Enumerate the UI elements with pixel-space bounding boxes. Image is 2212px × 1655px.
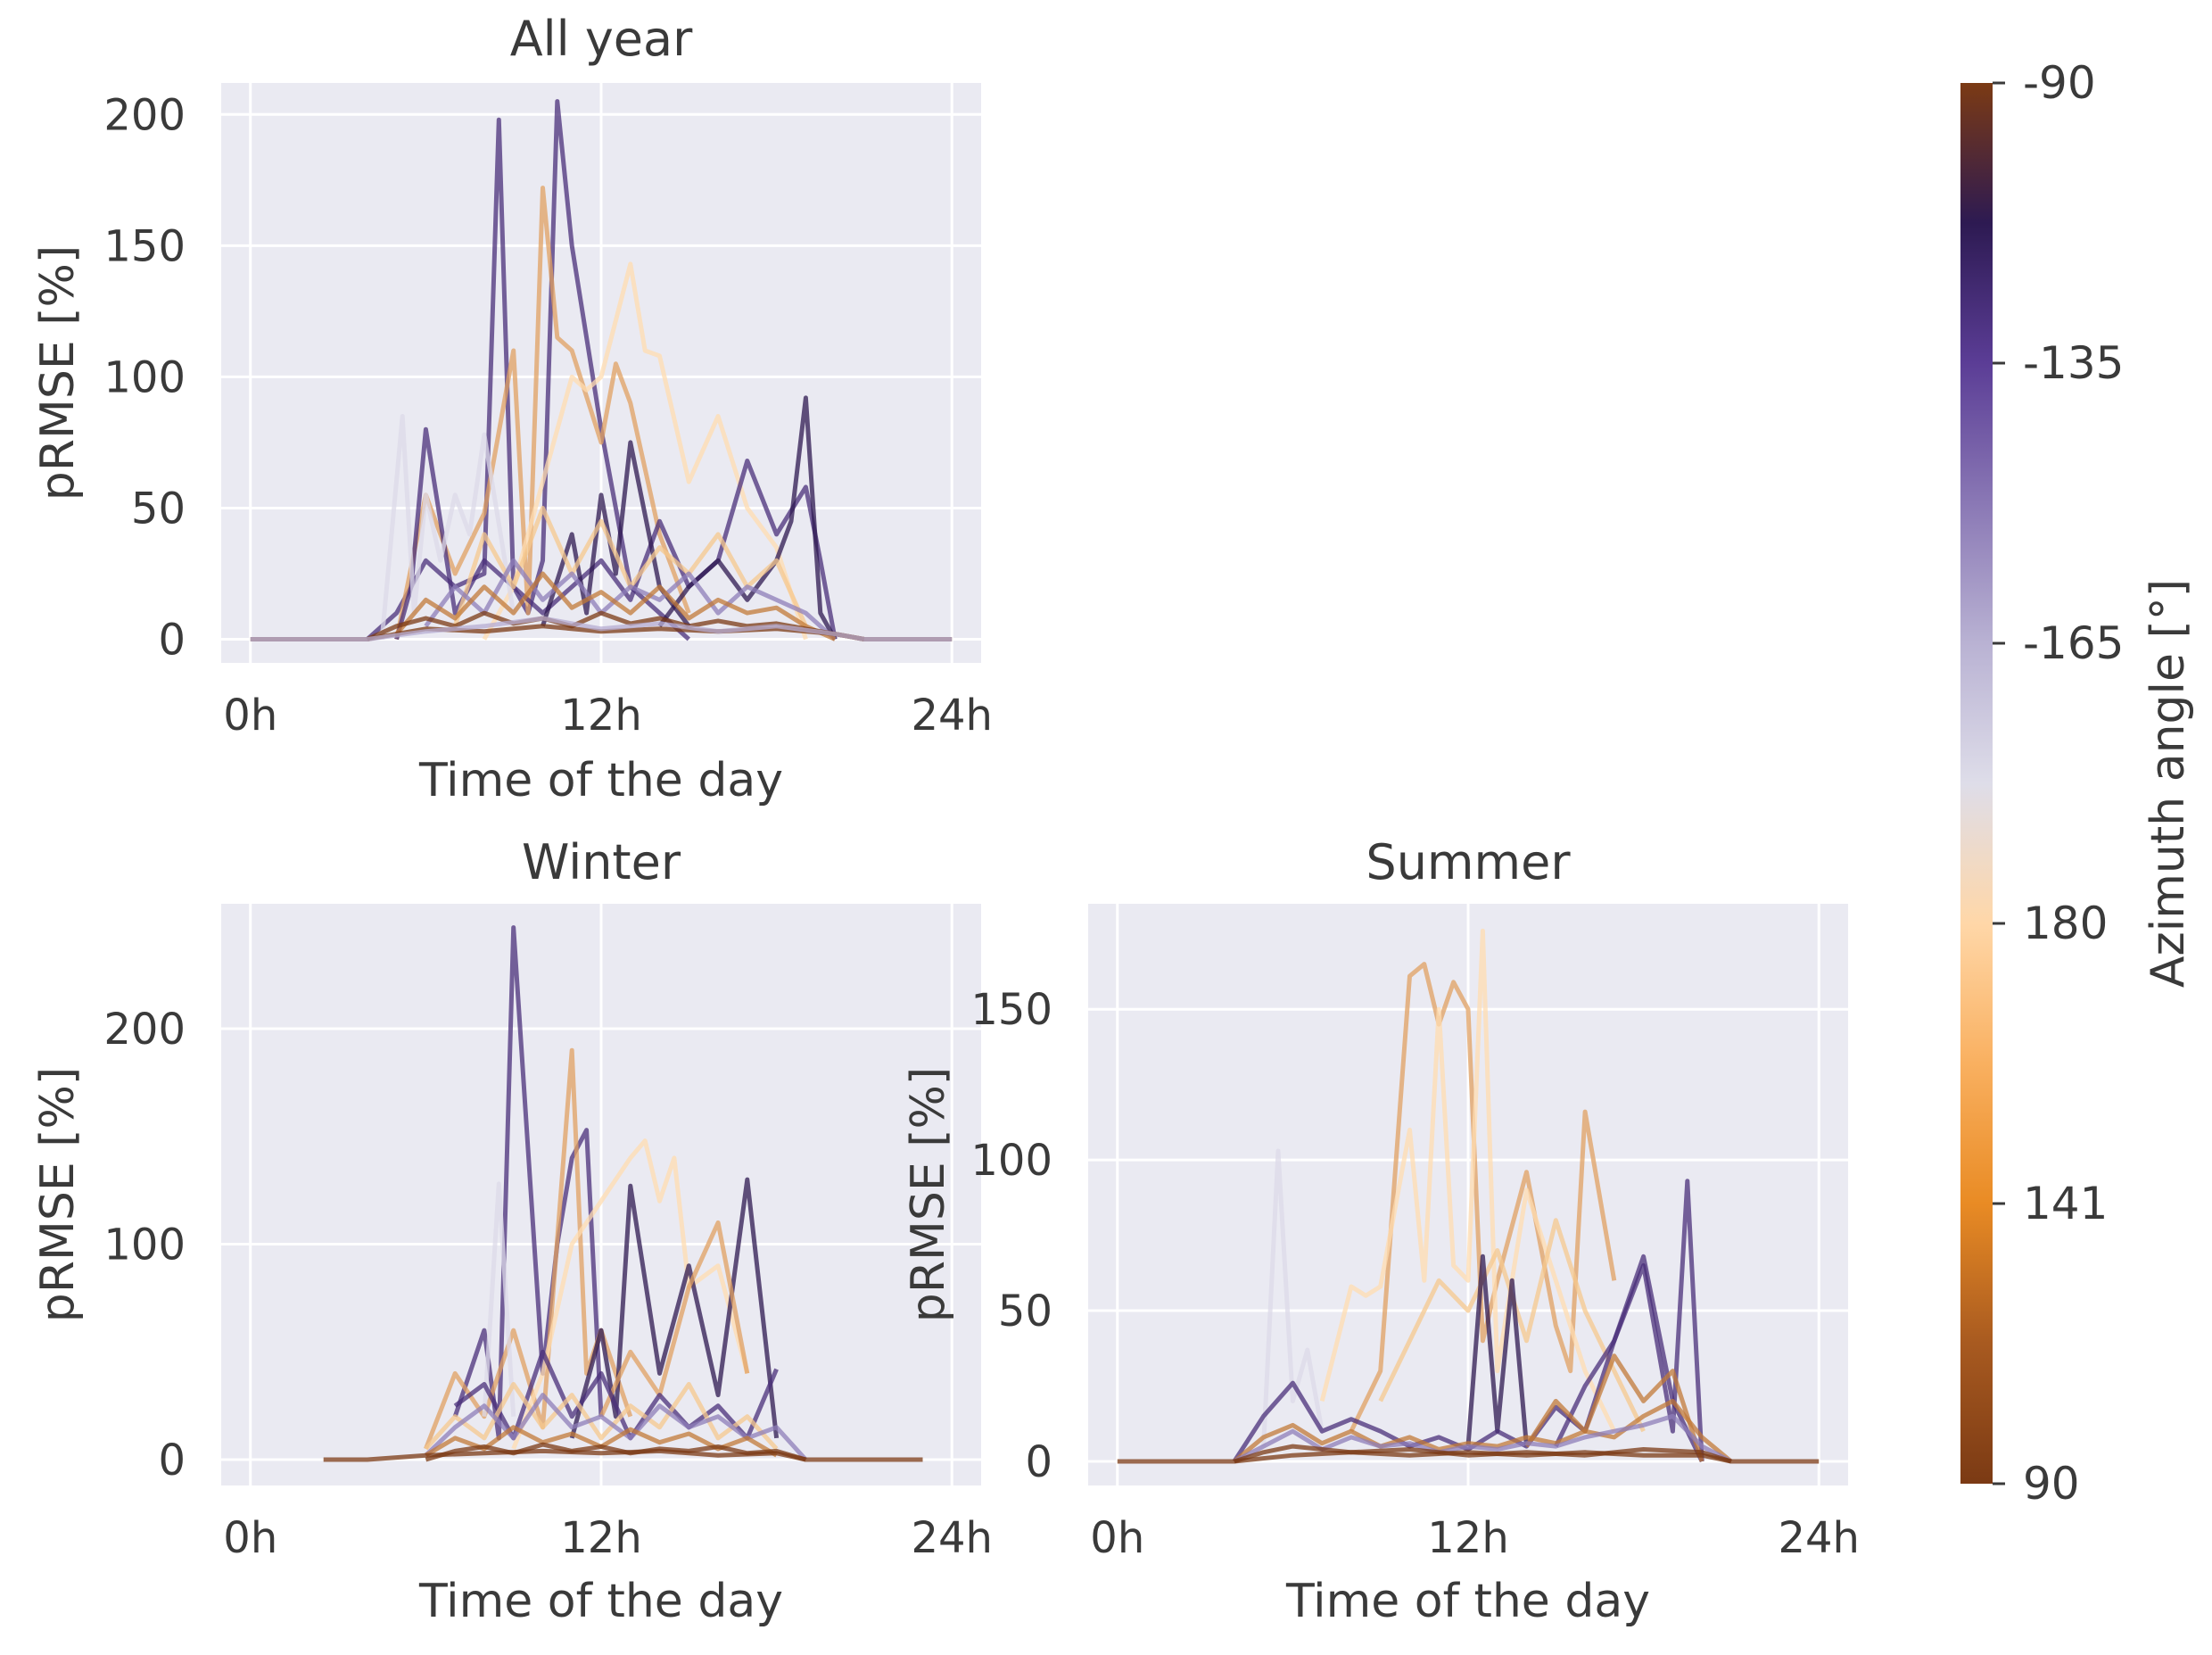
y-axis-label: pRMSE [%] <box>902 1067 955 1322</box>
colorbar-ticks: -90 -135 -165 180 141 90 <box>1993 57 2124 1510</box>
colorbar-tick-label: 180 <box>2023 898 2108 949</box>
y-tick-label: 150 <box>970 985 1052 1035</box>
series-line <box>511 1138 750 1450</box>
series-line <box>569 1177 780 1439</box>
colorbar: -90 -135 -165 180 141 90 Azimuth angle [°] <box>1960 57 2195 1510</box>
series-line <box>1261 1148 1325 1447</box>
series-group <box>323 925 923 1462</box>
series-line <box>1234 1444 1732 1464</box>
series-line <box>424 1382 779 1451</box>
x-axis-label: Time of the day <box>418 754 783 807</box>
series-line <box>482 1181 516 1417</box>
series-line <box>394 426 838 641</box>
y-tick-label: 200 <box>103 90 186 140</box>
y-tick-label: 100 <box>970 1136 1052 1186</box>
panel-title: Summer <box>1366 834 1571 890</box>
series-line <box>379 414 516 640</box>
series-line <box>1349 962 1617 1433</box>
colorbar-tick-label: -165 <box>2023 617 2124 669</box>
x-tick-label: 0h <box>1090 1513 1144 1563</box>
colorbar-tick-label: 141 <box>2023 1178 2108 1229</box>
y-axis-label: pRMSE [%] <box>31 1067 85 1322</box>
y-tick-label: 0 <box>158 1436 186 1485</box>
series-line <box>1117 1450 1820 1464</box>
series-line <box>394 186 691 640</box>
colorbar-tick-label: -135 <box>2023 337 2124 389</box>
y-tick-label: 150 <box>103 221 186 271</box>
y-tick-label: 50 <box>131 484 186 534</box>
y-tick-label: 50 <box>998 1287 1052 1336</box>
colorbar-gradient <box>1960 83 1993 1484</box>
series-line <box>598 1220 750 1418</box>
y-tick-label: 100 <box>103 352 186 402</box>
series-line <box>1232 1254 1704 1463</box>
x-tick-labels: 0h 12h 24h <box>1090 1513 1860 1563</box>
x-tick-label: 12h <box>560 1513 642 1563</box>
x-tick-label: 24h <box>1778 1513 1860 1563</box>
colorbar-tick-label: 90 <box>2023 1458 2080 1510</box>
x-tick-label: 12h <box>1427 1513 1509 1563</box>
series-line <box>366 610 865 641</box>
series-line <box>323 1448 923 1462</box>
series-line <box>394 571 837 641</box>
x-tick-label: 24h <box>911 1513 993 1563</box>
y-tick-labels: 0 50 100 150 <box>970 985 1052 1487</box>
x-tick-label: 24h <box>911 691 993 741</box>
panel-winter: Winter Time of the day pRMSE [%] 0h 12h 24… <box>31 834 993 1628</box>
panel-title: All year <box>510 11 693 67</box>
x-tick-label: 0h <box>223 691 277 741</box>
series-line <box>482 261 808 641</box>
series-line <box>1233 1413 1733 1464</box>
colorbar-label: Azimuth angle [°] <box>2142 579 2195 988</box>
x-axis-label: Time of the day <box>418 1575 783 1628</box>
series-line <box>424 1393 808 1461</box>
colorbar-tick-label: -90 <box>2023 57 2096 109</box>
x-tick-labels: 0h 12h 24h <box>223 1513 993 1563</box>
x-axis-label: Time of the day <box>1285 1575 1650 1628</box>
panel-title: Winter <box>522 834 681 890</box>
series-line <box>250 616 953 641</box>
series-line <box>1233 1398 1733 1463</box>
x-tick-labels: 0h 12h 24h <box>223 691 993 741</box>
y-tick-labels: 0 100 200 <box>103 1005 186 1485</box>
y-tick-label: 0 <box>158 616 186 666</box>
series-line <box>1524 1353 1704 1462</box>
y-tick-label: 200 <box>103 1005 186 1055</box>
series-group <box>1117 928 1820 1464</box>
series-line <box>1319 928 1617 1433</box>
x-tick-label: 0h <box>223 1513 277 1563</box>
x-tick-label: 12h <box>560 691 642 741</box>
y-tick-label: 0 <box>1025 1437 1052 1487</box>
y-axis-label: pRMSE [%] <box>31 245 85 501</box>
y-tick-label: 100 <box>103 1221 186 1270</box>
series-line <box>425 1442 807 1462</box>
panel-summer: Summer Time of the day pRMSE [%] 0h 12h 24… <box>902 834 1860 1628</box>
y-tick-labels: 0 50 100 150 200 <box>103 90 186 665</box>
panel-all-year: All year Time of the day pRMSE [%] 0h 12h… <box>31 11 993 807</box>
series-group <box>250 99 953 641</box>
